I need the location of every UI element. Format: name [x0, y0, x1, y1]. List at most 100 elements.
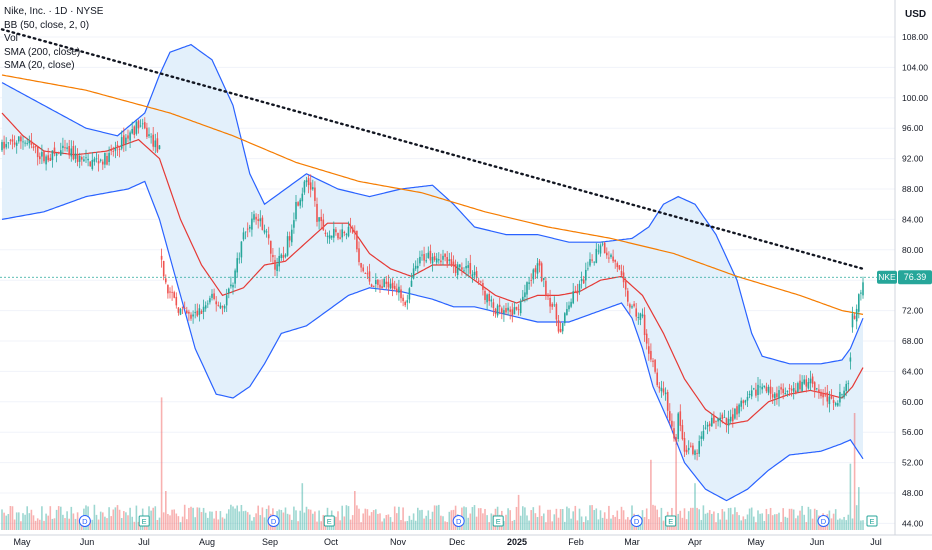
volume-bar	[66, 511, 68, 530]
dividend-marker[interactable]	[817, 515, 830, 527]
candle-body	[769, 386, 772, 394]
candle-body	[419, 256, 421, 264]
candle-body	[444, 253, 446, 257]
candle-body	[847, 383, 850, 385]
volume-bar	[438, 504, 440, 530]
volume-bar	[354, 491, 356, 530]
candle-body	[270, 240, 272, 254]
candle-body	[679, 411, 682, 426]
candle-body	[438, 259, 440, 261]
volume-bar	[509, 510, 511, 530]
volume-bar	[440, 515, 442, 530]
volume-bar	[769, 507, 772, 530]
candle-body	[832, 400, 835, 403]
legend-sma20[interactable]: SMA (20, close)	[4, 60, 75, 71]
candle-body	[763, 385, 766, 387]
candle-body	[301, 193, 304, 202]
volume-bar	[356, 505, 358, 530]
last-price-badge: NKE 76.39	[877, 270, 932, 285]
earnings-marker[interactable]	[866, 515, 878, 527]
volume-bar	[429, 519, 432, 530]
dividend-marker[interactable]	[78, 515, 91, 527]
candle-body	[839, 392, 841, 403]
price-tick-label: 100.00	[902, 93, 928, 103]
candle-body	[753, 388, 755, 390]
volume-bar	[364, 508, 367, 530]
candle-body	[799, 380, 801, 390]
volume-bar	[284, 507, 287, 530]
candle-body	[721, 414, 724, 419]
legend-vol[interactable]: Vol	[4, 33, 18, 44]
candle-body	[559, 328, 562, 333]
volume-bar	[486, 515, 488, 530]
volume-bar	[444, 521, 446, 530]
candle-body	[673, 428, 675, 439]
volume-bar	[162, 512, 165, 530]
symbol-title[interactable]: Nike, Inc. · 1D · NYSE	[4, 6, 104, 17]
volume-bar	[799, 510, 801, 530]
volume-bar	[853, 413, 856, 530]
volume-bar	[188, 507, 190, 530]
candle-body	[116, 144, 119, 148]
candle-body	[681, 425, 684, 440]
candle-body	[330, 235, 333, 238]
dividend-marker[interactable]	[630, 515, 643, 527]
candle-body	[467, 265, 469, 268]
candle-body	[196, 310, 199, 316]
volume-bar	[658, 517, 661, 530]
earnings-marker[interactable]	[492, 515, 504, 527]
volume-bar	[389, 517, 392, 530]
earnings-marker[interactable]	[665, 515, 677, 527]
candle-body	[641, 314, 644, 317]
candle-body	[68, 146, 70, 156]
volume-bar	[578, 508, 581, 530]
volume-bar	[11, 506, 14, 530]
volume-bar	[383, 518, 385, 530]
earnings-marker[interactable]	[323, 515, 335, 527]
candle-body	[120, 137, 123, 149]
event-marker-label: D	[821, 517, 827, 526]
volume-bar	[417, 507, 419, 530]
volume-bar	[377, 513, 379, 530]
candle-body	[671, 420, 673, 427]
legend-bb[interactable]: BB (50, close, 2, 0)	[4, 19, 90, 31]
candle-body	[186, 310, 188, 314]
candle-body	[146, 127, 148, 137]
price-tick-label: 72.00	[902, 306, 924, 316]
candle-body	[28, 140, 31, 144]
candle-body	[137, 120, 140, 129]
candle-body	[776, 393, 778, 398]
candle-body	[57, 151, 60, 154]
event-marker-label: E	[327, 517, 332, 526]
time-tick-label: Oct	[324, 537, 339, 547]
resistance-trendline[interactable]	[0, 28, 865, 270]
candle-body	[843, 390, 845, 398]
volume-bar	[524, 507, 526, 530]
volume-bar	[7, 513, 10, 530]
volume-bar	[572, 511, 574, 530]
volume-bar	[687, 511, 690, 530]
volume-bar	[517, 494, 520, 530]
volume-bar	[234, 508, 236, 530]
dividend-marker[interactable]	[267, 515, 280, 527]
volume-bar	[116, 505, 119, 530]
dividend-marker[interactable]	[452, 515, 465, 527]
volume-bar	[314, 511, 316, 530]
candle-body	[645, 333, 648, 344]
volume-bar	[715, 522, 717, 530]
volume-bar	[137, 521, 140, 530]
legend-sma200[interactable]: SMA (200, close)	[4, 46, 81, 58]
volume-bar	[629, 519, 631, 530]
candle-body	[228, 288, 230, 293]
volume-bar	[18, 512, 20, 530]
candle-body	[666, 392, 669, 411]
candle-body	[435, 258, 438, 263]
time-tick-label: Jun	[810, 537, 825, 547]
time-axis-ticks[interactable]: May Jun Jul Aug Sep Oct Nov Dec 2025 Feb Mar Apr May…	[13, 537, 881, 547]
volume-bar	[851, 518, 854, 530]
volume-bar	[316, 521, 318, 530]
volume-bar	[152, 507, 154, 530]
volume-bar	[627, 517, 629, 530]
earnings-marker[interactable]	[138, 515, 150, 527]
